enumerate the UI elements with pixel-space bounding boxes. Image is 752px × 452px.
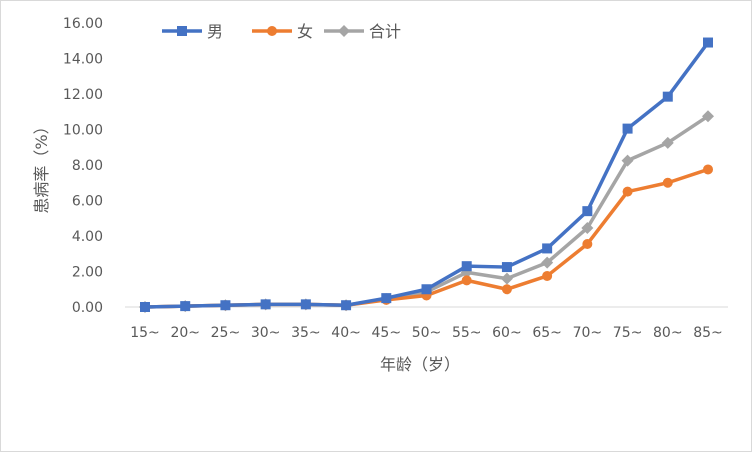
y-tick-label: 14.00 bbox=[63, 52, 103, 68]
x-tick-label: 30~ bbox=[251, 325, 281, 341]
x-tick-label: 60~ bbox=[492, 325, 522, 341]
x-axis-title: 年龄（岁） bbox=[380, 355, 460, 374]
x-tick-label: 45~ bbox=[372, 325, 402, 341]
x-tick-label: 20~ bbox=[170, 325, 200, 341]
x-tick-label: 55~ bbox=[452, 325, 482, 341]
data-point bbox=[703, 164, 713, 175]
series-line bbox=[144, 114, 709, 309]
data-point bbox=[140, 302, 150, 312]
legend-label: 女 bbox=[297, 22, 313, 41]
series-合计 bbox=[139, 110, 714, 313]
data-point bbox=[220, 300, 231, 311]
legend-swatch-marker bbox=[338, 25, 350, 37]
legend: 男 女 合计 bbox=[162, 22, 401, 41]
series-男 bbox=[140, 37, 713, 312]
data-point bbox=[662, 91, 673, 102]
legend-swatch-marker bbox=[177, 26, 187, 36]
x-tick-label: 15~ bbox=[130, 325, 160, 341]
data-point bbox=[501, 262, 512, 273]
x-tick-label: 80~ bbox=[653, 325, 683, 341]
data-point bbox=[461, 275, 472, 286]
x-tick-label: 65~ bbox=[532, 325, 562, 341]
data-point bbox=[421, 284, 432, 295]
data-point bbox=[381, 293, 392, 304]
data-point bbox=[622, 186, 633, 197]
data-point bbox=[260, 299, 271, 310]
y-tick-label: 0.00 bbox=[72, 300, 103, 316]
legend-label: 男 bbox=[207, 22, 223, 41]
legend-item: 合计 bbox=[324, 22, 401, 41]
data-point bbox=[542, 243, 553, 254]
series-layer bbox=[139, 37, 714, 313]
data-point bbox=[541, 256, 554, 269]
data-point bbox=[582, 238, 593, 249]
data-point bbox=[702, 110, 714, 123]
legend-swatch-marker bbox=[267, 26, 277, 36]
data-point bbox=[622, 123, 633, 134]
data-point bbox=[300, 299, 311, 310]
data-point bbox=[542, 270, 553, 281]
y-tick-label: 16.00 bbox=[63, 16, 103, 32]
x-axis-ticks: 15~ 20~ 25~ 30~ 35~ 40~ 45~ 50~ 55~ 60~ 65~ 70~ 75~ 8… bbox=[130, 325, 723, 341]
y-tick-label: 8.00 bbox=[72, 158, 103, 174]
y-axis-title: 患病率（%） bbox=[32, 118, 51, 213]
y-tick-label: 4.00 bbox=[72, 229, 103, 245]
data-point bbox=[180, 301, 191, 312]
legend-label: 合计 bbox=[369, 22, 401, 41]
y-tick-label: 12.00 bbox=[63, 87, 103, 103]
data-point bbox=[500, 272, 513, 285]
x-tick-label: 85~ bbox=[693, 325, 723, 341]
x-tick-label: 35~ bbox=[291, 325, 321, 341]
x-tick-label: 25~ bbox=[211, 325, 241, 341]
y-tick-label: 10.00 bbox=[63, 123, 103, 139]
data-point bbox=[662, 177, 673, 188]
x-tick-label: 70~ bbox=[573, 325, 603, 341]
y-tick-label: 6.00 bbox=[72, 194, 103, 210]
legend-item: 女 bbox=[252, 22, 313, 41]
x-tick-label: 50~ bbox=[412, 325, 442, 341]
legend-item: 男 bbox=[162, 22, 223, 41]
data-point bbox=[703, 37, 713, 48]
series-line bbox=[144, 41, 710, 309]
data-point bbox=[661, 136, 674, 149]
x-tick-label: 75~ bbox=[613, 325, 643, 341]
y-tick-label: 2.00 bbox=[72, 265, 103, 281]
data-point bbox=[341, 300, 352, 311]
data-point bbox=[501, 284, 512, 295]
y-axis-ticks: 0.00 2.00 4.00 6.00 8.00 10.00 12.00 14.00 16.00 bbox=[63, 16, 103, 316]
data-point bbox=[461, 261, 472, 272]
data-point bbox=[621, 154, 634, 167]
x-tick-label: 40~ bbox=[331, 325, 361, 341]
data-point bbox=[582, 206, 593, 217]
data-point bbox=[581, 222, 594, 235]
